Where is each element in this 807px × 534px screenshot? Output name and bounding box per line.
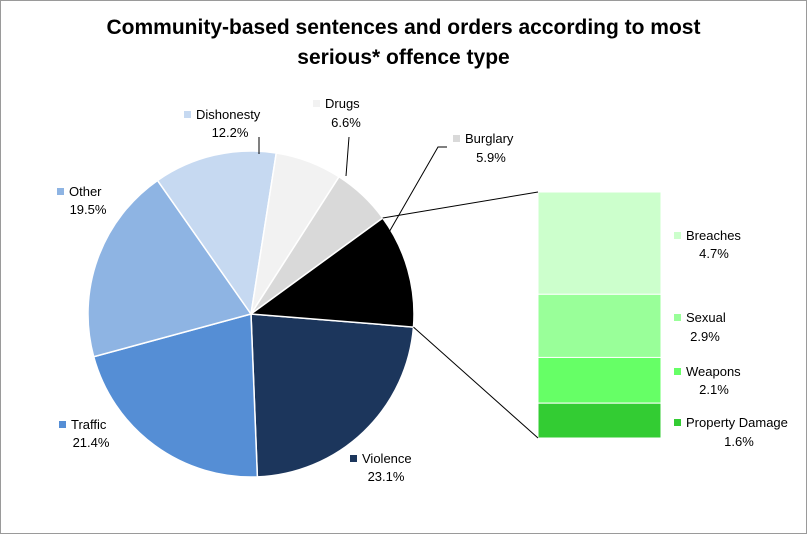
breakdown-segment-weapons xyxy=(537,356,662,404)
legend-key-breaches xyxy=(674,232,681,239)
label-weapons-value: 2.1% xyxy=(699,382,729,397)
pie-slice-remainder xyxy=(248,216,415,328)
label-drugs-name: Drugs xyxy=(325,96,360,111)
label-weapons-name: Weapons xyxy=(686,364,741,379)
connector-line-bottom xyxy=(413,326,539,439)
label-other-value: 19.5% xyxy=(70,202,107,217)
leader-line-drugs xyxy=(345,136,350,177)
label-burglary-value: 5.9% xyxy=(476,150,506,165)
label-dishonesty-name: Dishonesty xyxy=(196,107,261,122)
breakdown-segment-sexual xyxy=(537,293,662,358)
legend-key-dishonesty xyxy=(184,111,191,118)
legend-key-violence xyxy=(350,455,357,462)
label-sexual-name: Sexual xyxy=(686,310,726,325)
legend-key-property-damage xyxy=(674,419,681,426)
breakdown-segment-breaches xyxy=(537,191,662,295)
label-property-damage-value: 1.6% xyxy=(724,434,754,449)
chart-title-line-1: Community-based sentences and orders acc… xyxy=(106,16,701,39)
label-violence-name: Violence xyxy=(362,451,412,466)
chart-title: Community-based sentences and orders acc… xyxy=(1,13,806,73)
pie-slice-violence xyxy=(250,313,415,478)
connector-line-top xyxy=(382,191,539,219)
label-traffic-name: Traffic xyxy=(71,417,107,432)
label-breaches-name: Breaches xyxy=(686,228,741,243)
legend-key-traffic xyxy=(59,421,66,428)
label-violence-value: 23.1% xyxy=(368,469,405,484)
legend-key-other xyxy=(57,188,64,195)
label-breaches-value: 4.7% xyxy=(699,246,729,261)
label-other-name: Other xyxy=(69,184,102,199)
label-dishonesty-value: 12.2% xyxy=(212,125,249,140)
label-property-damage-name: Property Damage xyxy=(686,415,788,430)
pie-slice-other xyxy=(87,179,253,358)
legend-key-weapons xyxy=(674,368,681,375)
chart-title-line-2: serious* offence type xyxy=(297,46,510,69)
legend-key-drugs xyxy=(313,100,320,107)
label-burglary-name: Burglary xyxy=(465,131,514,146)
pie-slice-traffic xyxy=(92,313,259,478)
label-traffic-value: 21.4% xyxy=(73,435,110,450)
leader-line-burglary xyxy=(387,146,447,235)
label-drugs-value: 6.6% xyxy=(331,115,361,130)
breakdown-segment-property-damage xyxy=(537,402,662,439)
legend-key-sexual xyxy=(674,314,681,321)
legend-key-burglary xyxy=(453,135,460,142)
pie-slice-dishonesty xyxy=(156,150,278,316)
label-sexual-value: 2.9% xyxy=(690,329,720,344)
